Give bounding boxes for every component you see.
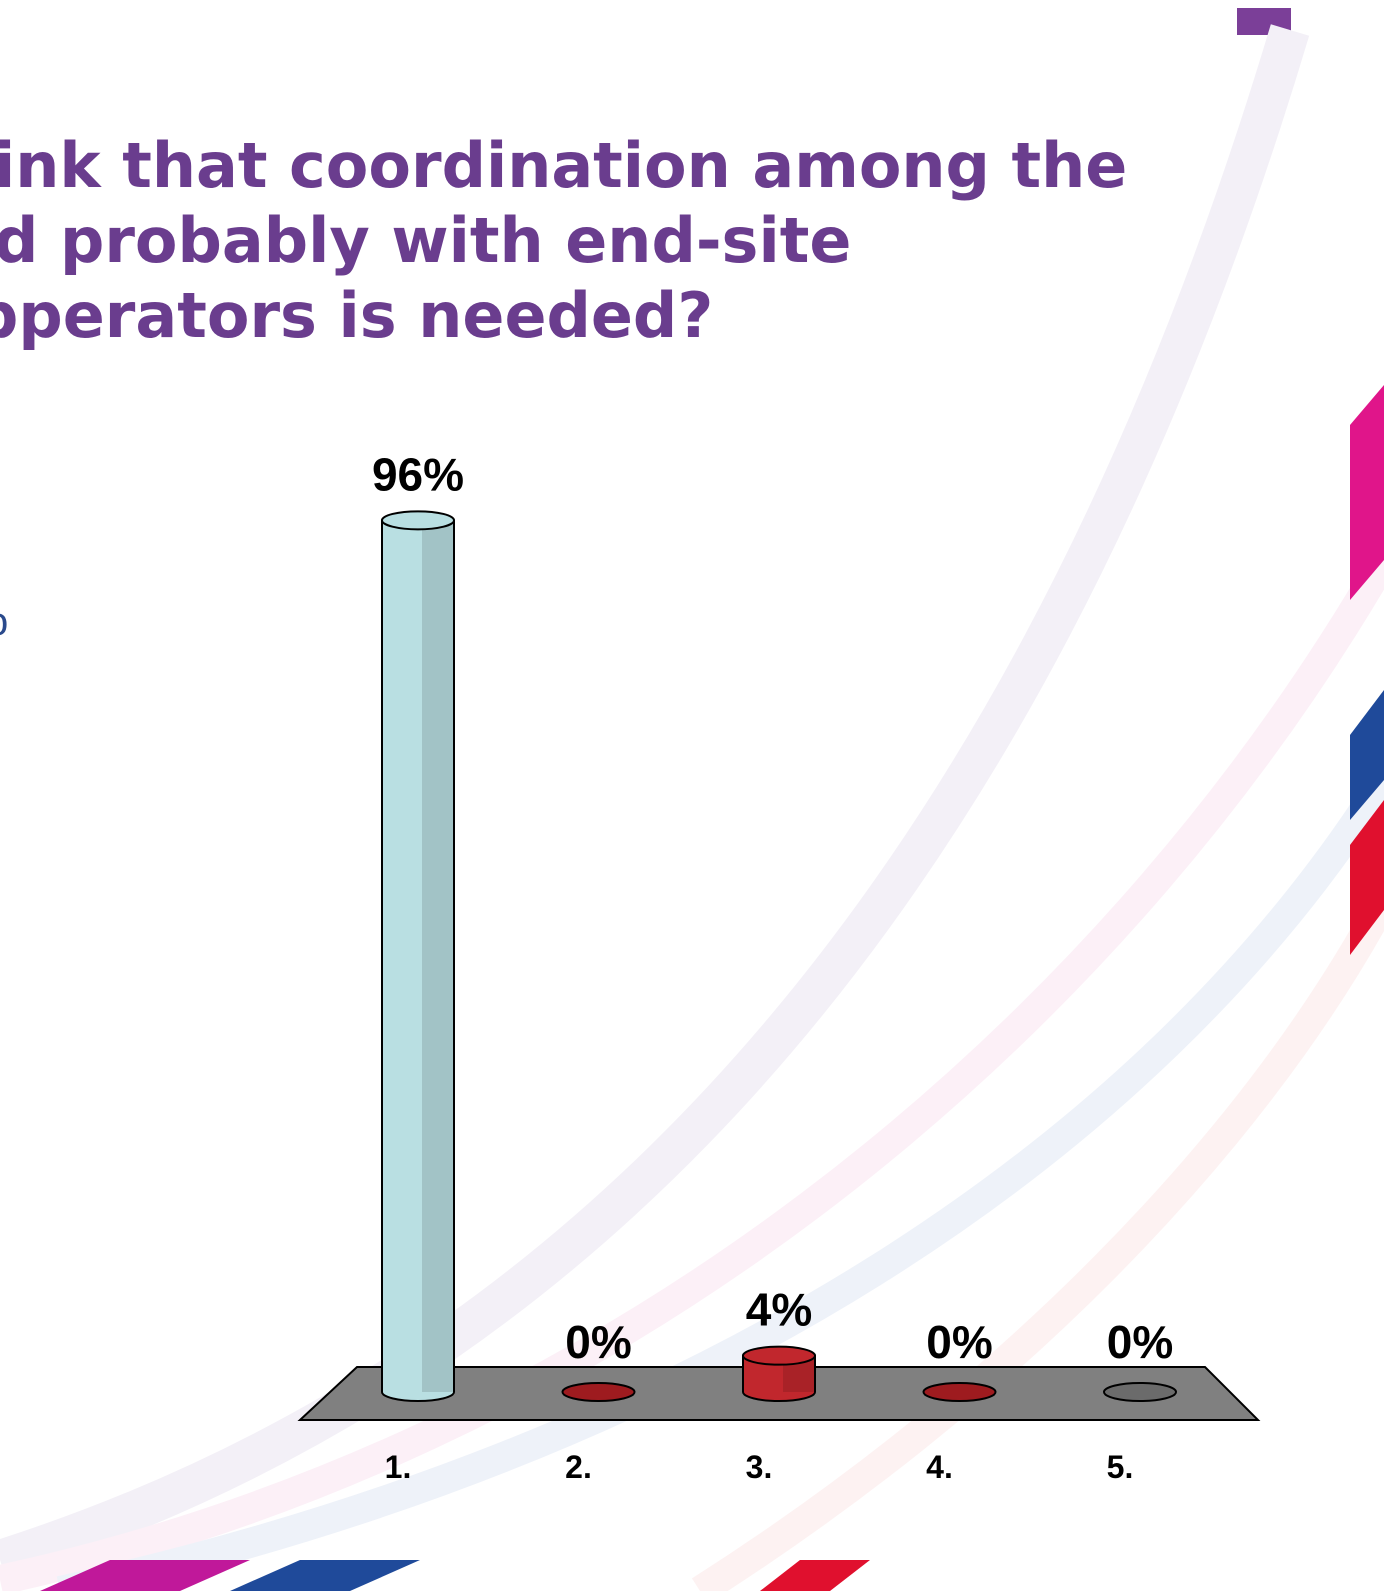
bar-body — [381, 519, 455, 1402]
value-label: 0% — [926, 1316, 992, 1368]
value-label: 4% — [746, 1284, 812, 1336]
swoosh — [56, 771, 1384, 1591]
x-tick-label: 3. — [746, 1449, 773, 1485]
side-text: o — [0, 600, 8, 644]
value-label: 96% — [372, 448, 464, 500]
bar-top — [381, 510, 455, 531]
x-tick-label: 5. — [1107, 1449, 1134, 1485]
bar-body — [742, 1354, 816, 1402]
stripe — [760, 1560, 870, 1591]
bar — [742, 1345, 816, 1402]
value-label: 0% — [1107, 1316, 1173, 1368]
bar — [1103, 1382, 1177, 1402]
swoosh — [691, 892, 1384, 1591]
stripe — [1350, 385, 1384, 600]
stripe — [40, 1560, 250, 1591]
x-tick-label: 1. — [385, 1449, 412, 1485]
bar — [922, 1382, 997, 1402]
stripe — [1350, 800, 1384, 955]
bar-shade — [422, 520, 453, 1392]
swoosh — [0, 552, 1384, 1591]
bar-top — [742, 1345, 816, 1366]
title-line: d probably with end-site — [0, 204, 851, 277]
bar-top — [922, 1382, 997, 1402]
stripe — [230, 1560, 420, 1591]
swoosh — [0, 24, 1310, 1580]
bar-top — [561, 1382, 636, 1402]
bar-top — [1103, 1382, 1177, 1402]
x-tick-label: 4. — [926, 1449, 953, 1485]
bar — [381, 510, 455, 1402]
value-label: 0% — [565, 1316, 631, 1368]
bar — [561, 1382, 636, 1402]
x-tick-label: 2. — [565, 1449, 592, 1485]
title-line: pperators is needed? — [0, 279, 713, 352]
stripe — [1350, 690, 1384, 820]
title-line: ink that coordination among the — [0, 129, 1127, 202]
decoration — [0, 8, 1384, 1591]
